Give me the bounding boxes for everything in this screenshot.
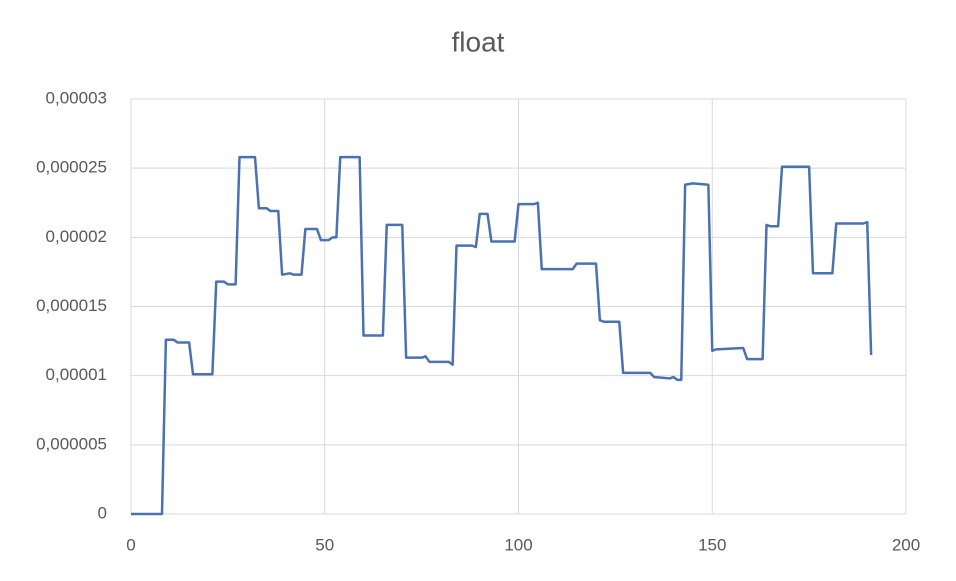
data-line xyxy=(131,155,873,516)
y-tick-label: 0,00003 xyxy=(46,88,107,107)
x-tick-label: 0 xyxy=(126,535,135,554)
y-tick-label: 0,000025 xyxy=(36,158,107,177)
chart-title: float xyxy=(452,26,505,57)
y-tick-label: 0,00002 xyxy=(46,227,107,246)
y-tick-label: 0,000005 xyxy=(36,434,107,453)
x-tick-label: 100 xyxy=(504,535,532,554)
y-tick-label: 0,000015 xyxy=(36,296,107,315)
y-tick-label: 0 xyxy=(98,503,107,522)
x-tick-label: 200 xyxy=(892,535,920,554)
y-tick-label: 0,00001 xyxy=(46,365,107,384)
x-tick-label: 150 xyxy=(698,535,726,554)
x-tick-label: 50 xyxy=(315,535,334,554)
